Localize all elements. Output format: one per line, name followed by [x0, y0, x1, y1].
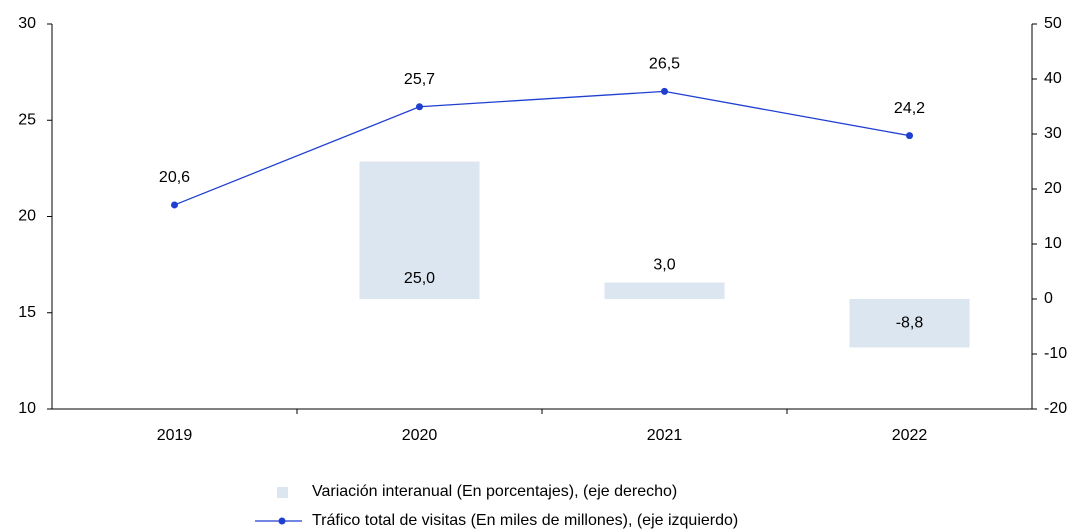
y2-tick-label: 20: [1044, 180, 1062, 197]
bar-value-label: -8,8: [896, 314, 924, 331]
y2-tick-label: 10: [1044, 235, 1062, 252]
y-tick-label: 30: [18, 15, 36, 32]
y-tick-label: 10: [18, 400, 36, 417]
y2-tick-label: 50: [1044, 15, 1062, 32]
y2-tick-label: 40: [1044, 70, 1062, 87]
line: [174, 90, 910, 206]
line-value-label: 20,6: [159, 169, 190, 186]
bar: [849, 299, 970, 348]
line-point: [171, 201, 178, 209]
y-tick-label: 25: [18, 111, 36, 128]
x-tick-label: 2020: [402, 427, 438, 444]
x-tick-label: 2022: [892, 427, 928, 444]
bar-value-label: 25,0: [404, 270, 435, 287]
bar-value-label: 3,0: [653, 257, 675, 274]
line-point: [416, 103, 423, 111]
bar: [359, 161, 480, 299]
line-value-label: 26,5: [649, 56, 680, 73]
line-value-label: 25,7: [404, 71, 435, 88]
line-point: [906, 132, 913, 140]
bar: [604, 282, 725, 299]
x-tick-label: 2021: [647, 427, 683, 444]
line-point: [661, 87, 668, 95]
y2-tick-label: -20: [1044, 400, 1067, 417]
legend-label: Variación interanual (En porcentajes), (…: [312, 483, 677, 500]
y-tick-label: 20: [18, 208, 36, 225]
legend-marker: [278, 517, 286, 525]
y-tick-label: 15: [18, 304, 36, 321]
y2-tick-label: -10: [1044, 345, 1067, 362]
legend-swatch: [277, 487, 288, 498]
line-value-label: 24,2: [894, 100, 925, 117]
legend-label: Tráfico total de visitas (En miles de mi…: [312, 512, 738, 529]
y2-tick-label: 30: [1044, 125, 1062, 142]
y2-tick-label: 0: [1044, 290, 1053, 307]
x-tick-label: 2019: [157, 427, 193, 444]
